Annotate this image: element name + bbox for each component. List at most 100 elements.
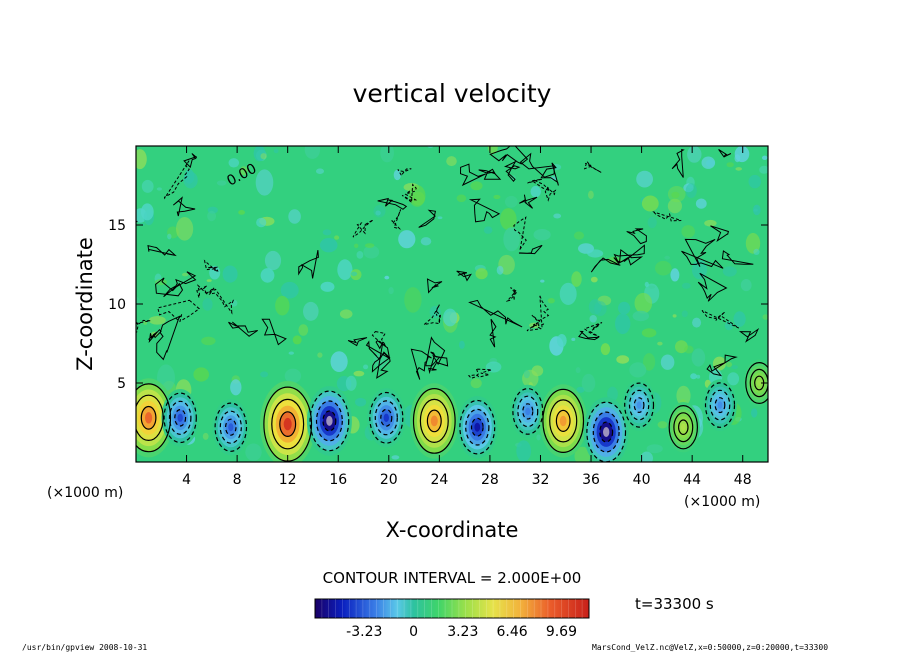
x-unit-label-right: (×1000 m) — [684, 494, 760, 510]
texture-blob — [245, 443, 262, 461]
texture-blob — [408, 185, 426, 207]
texture-blob — [685, 183, 697, 199]
background-contour — [365, 340, 391, 360]
background-contour — [196, 284, 208, 298]
cell-11-contour-5 — [633, 397, 645, 414]
texture-blob — [288, 209, 301, 224]
texture-blob — [587, 249, 604, 258]
x-tick-label: 44 — [683, 472, 701, 488]
texture-blob — [363, 245, 380, 259]
colorbar-tick-label: 3.23 — [447, 624, 478, 640]
colorbar-levels — [321, 599, 583, 618]
texture-blob — [459, 340, 465, 349]
texture-blob — [571, 271, 582, 287]
x-tick-label: 36 — [582, 472, 600, 488]
cell-12-contour-3 — [673, 412, 694, 443]
texture-blob — [670, 268, 680, 282]
texture-blob — [288, 351, 294, 355]
texture-blob — [256, 217, 267, 228]
colorbar-tick-label: 9.69 — [546, 624, 577, 640]
texture-blob — [576, 386, 585, 393]
texture-blob — [337, 259, 353, 281]
background-contour — [538, 295, 550, 328]
texture-blob — [273, 148, 279, 154]
cell-13-contour-5 — [714, 397, 726, 414]
background-contour — [172, 196, 196, 217]
cell-8-contour-1 — [512, 388, 544, 435]
background-contour — [423, 304, 441, 326]
texture-blob — [201, 336, 216, 346]
texture-blob — [504, 195, 518, 208]
texture-blob — [334, 235, 340, 240]
cell-0-contour-3 — [136, 394, 164, 441]
cell-12-level-6 — [680, 423, 686, 431]
texture-blob — [202, 298, 213, 311]
cell-3-contour-3 — [271, 398, 305, 450]
texture-blob — [141, 179, 154, 193]
background-contour — [684, 238, 716, 267]
background-contour — [228, 321, 258, 337]
cell-5-level-6 — [383, 413, 389, 422]
texture-blob — [353, 370, 365, 377]
time-label: t=33300 s — [635, 595, 714, 613]
background-contour — [578, 330, 600, 341]
background-contour — [681, 250, 724, 269]
x-tick-label: 48 — [734, 472, 752, 488]
cell-7-contour-5 — [470, 417, 484, 437]
x-tick-label: 16 — [329, 472, 347, 488]
texture-blob — [740, 279, 752, 292]
texture-blob — [355, 397, 367, 407]
texture-blob — [393, 169, 401, 181]
texture-blob — [443, 308, 458, 327]
texture-blob — [456, 194, 467, 203]
background-contour — [738, 327, 760, 343]
texture-blob — [356, 251, 364, 259]
texture-blob — [641, 328, 657, 338]
background-contour — [459, 163, 487, 187]
texture-blob — [373, 205, 386, 218]
cell-13-contour-1 — [704, 382, 736, 428]
texture-blob — [644, 281, 649, 288]
texture-blob — [660, 354, 675, 370]
background-contour — [513, 216, 527, 250]
x-tick-label: 12 — [279, 472, 297, 488]
texture-blob — [404, 287, 422, 313]
background-contour — [626, 228, 647, 245]
cell-13-contour-3 — [709, 389, 731, 421]
texture-blob — [684, 345, 694, 354]
cell-8-level-6 — [525, 407, 531, 416]
updraft-cells — [136, 359, 768, 462]
texture-blob — [230, 379, 242, 396]
colorbar — [314, 598, 590, 619]
cell-2-contour-5 — [225, 418, 237, 436]
texture-blob — [216, 180, 227, 186]
background-contour — [519, 194, 538, 209]
y-tick-label: 10 — [108, 297, 126, 313]
texture-blob — [753, 248, 760, 255]
texture-blob — [724, 321, 734, 331]
cell-7-contour-1 — [459, 399, 496, 455]
texture-blob — [571, 337, 576, 341]
cell-2-level-6 — [228, 423, 234, 432]
texture-blob — [672, 314, 677, 318]
texture-blob — [202, 432, 209, 440]
cell-9-contour-1 — [542, 388, 585, 453]
texture-blob — [655, 260, 672, 276]
texture-blob — [354, 243, 359, 248]
background-contour — [203, 259, 219, 272]
background-contour — [613, 244, 645, 264]
background-contour — [504, 160, 521, 182]
texture-blob — [687, 146, 702, 163]
background-contour — [489, 146, 529, 165]
cell-6-contour-1 — [412, 388, 456, 454]
cell-0-contour-1 — [136, 383, 172, 453]
texture-blob — [559, 282, 577, 305]
footer-right: MarsCond_VelZ.nc@VelZ,x=0:50000,z=0:2000… — [592, 643, 828, 652]
background-contour — [710, 225, 730, 243]
texture-blob — [483, 226, 493, 234]
cell-9-contour-5 — [555, 409, 571, 432]
texture-blob — [667, 198, 683, 214]
texture-blob — [671, 191, 680, 199]
background-contour — [261, 318, 287, 346]
cell-1-level-6 — [177, 413, 183, 422]
